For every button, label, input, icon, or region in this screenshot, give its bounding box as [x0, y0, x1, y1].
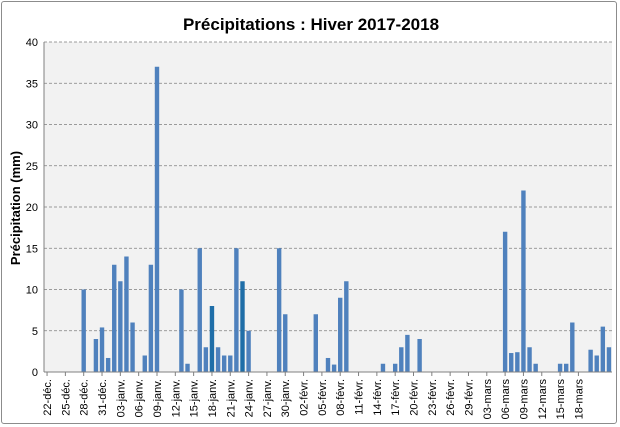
bar-08-mars	[515, 352, 520, 372]
x-tick-label: 15-janv.	[189, 379, 201, 417]
x-tick-label: 28-déc.	[79, 379, 91, 416]
y-axis-label: Précipitation (mm)	[8, 151, 23, 265]
bar-19-févr.	[405, 334, 410, 372]
bar-07-févr.	[331, 364, 337, 372]
x-tick-label: 09-janv.	[152, 379, 164, 417]
bar-16-mars	[563, 363, 569, 372]
y-tick-label: 10	[26, 285, 38, 297]
bar-16-janv.	[197, 248, 202, 372]
bar-06-mars	[502, 231, 508, 372]
bar-21-févr.	[417, 339, 422, 372]
x-tick-label: 06-janv.	[134, 379, 146, 417]
x-tick-labels: 22-déc. 25-déc. 28-déc. 31-déc. 03-janv. 06-j…	[42, 372, 585, 419]
bar-06-févr.	[325, 357, 331, 372]
x-tick-label: 29-févr.	[463, 379, 475, 416]
bar-24-janv.	[246, 330, 251, 372]
bar-23-janv.	[240, 281, 245, 372]
bar-01-janv.	[105, 357, 111, 372]
x-tick-label: 03-mars	[482, 379, 494, 420]
x-tick-label: 25-déc.	[60, 379, 72, 416]
bar-17-févr.	[392, 363, 398, 372]
bar-18-janv.	[209, 306, 215, 372]
bar-04-janv.	[124, 256, 129, 372]
x-tick-label: 09-mars	[518, 379, 530, 420]
y-tick-labels: 0 5 10 15 20 25 30 35 40	[26, 37, 38, 379]
bar-17-mars	[570, 322, 575, 372]
x-tick-label: 12-mars	[537, 379, 549, 420]
x-tick-label: 26-févr.	[445, 379, 457, 416]
bar-20-janv.	[221, 355, 227, 372]
y-tick-label: 25	[26, 161, 38, 173]
bar-29-janv.	[276, 248, 282, 372]
x-tick-label: 15-mars	[555, 379, 567, 420]
bar-07-janv.	[142, 355, 147, 372]
bar-19-janv.	[215, 347, 221, 372]
bar-03-janv.	[118, 281, 123, 372]
x-tick-label: 06-mars	[500, 379, 512, 420]
x-tick-label: 12-janv.	[170, 379, 182, 417]
bar-undefined	[606, 347, 612, 372]
x-tick-label: 08-févr.	[335, 379, 347, 416]
y-tick-label: 5	[32, 326, 38, 338]
bar-09-janv.	[154, 66, 160, 372]
bar-15-févr.	[380, 363, 386, 372]
x-tick-label: 03-janv.	[115, 379, 127, 417]
bar-09-févr.	[344, 281, 349, 372]
bar-02-janv.	[112, 264, 117, 372]
x-tick-label: 23-févr.	[427, 379, 439, 416]
bar-15-mars	[557, 363, 563, 372]
x-tick-label: 27-janv.	[262, 379, 274, 417]
bar-undefined	[600, 326, 606, 372]
bar-30-janv.	[283, 314, 288, 372]
x-tick-label: 21-janv.	[225, 379, 237, 417]
bar-31-déc.	[99, 327, 105, 372]
y-tick-label: 0	[32, 367, 38, 379]
bar-09-mars	[521, 190, 526, 372]
bar-28-déc.	[81, 289, 86, 372]
bar-08-févr.	[338, 297, 343, 372]
bar-14-janv.	[185, 363, 190, 372]
bar-05-janv.	[130, 322, 135, 372]
plot-area	[44, 42, 612, 372]
x-tick-label: 24-janv.	[244, 379, 256, 417]
bar-30-déc.	[93, 339, 99, 372]
x-tick-label: 20-févr.	[409, 379, 421, 416]
bar-04-févr.	[313, 314, 318, 372]
bar-08-janv.	[148, 264, 154, 372]
x-tick-label: 02-févr.	[299, 379, 311, 416]
x-tick-label: 22-déc.	[42, 379, 54, 416]
chart-title: Précipitations : Hiver 2017-2018	[183, 15, 439, 34]
bar-undefined	[588, 349, 593, 372]
bar-undefined	[594, 355, 599, 372]
x-tick-label: 18-mars	[573, 379, 585, 420]
y-tick-label: 35	[26, 78, 38, 90]
x-tick-label: 05-févr.	[317, 379, 329, 416]
x-tick-label: 11-févr.	[354, 379, 366, 415]
bar-07-mars	[509, 353, 514, 372]
bar-22-janv.	[234, 248, 239, 372]
bar-series	[81, 66, 612, 372]
y-tick-label: 20	[26, 202, 38, 214]
y-tick-label: 30	[26, 120, 38, 132]
x-tick-label: 31-déc.	[97, 379, 109, 416]
bar-10-mars	[527, 347, 532, 372]
y-tick-label: 15	[26, 243, 38, 255]
x-tick-label: 14-févr.	[372, 379, 384, 416]
x-tick-label: 18-janv.	[207, 379, 219, 417]
x-tick-label: 17-févr.	[390, 379, 402, 416]
bar-18-févr.	[399, 347, 404, 372]
bar-17-janv.	[203, 347, 209, 372]
bar-11-mars	[533, 363, 538, 372]
y-tick-label: 40	[26, 37, 38, 49]
bar-13-janv.	[179, 289, 184, 372]
x-tick-label: 30-janv.	[280, 379, 292, 417]
bar-21-janv.	[228, 355, 233, 372]
